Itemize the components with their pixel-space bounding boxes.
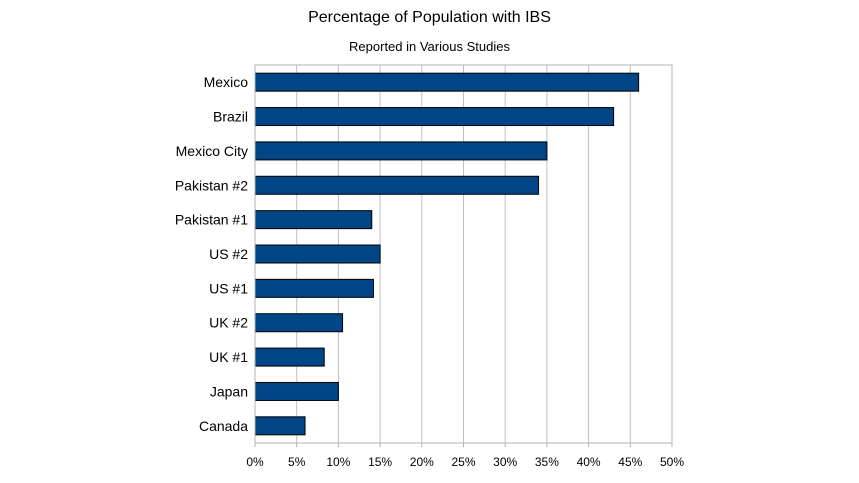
x-tick-label: 5% <box>288 455 306 469</box>
x-axis-tick-labels: 0% 5% 10% 15% 20% 25% 30% 35% 40% 45% 50% <box>246 455 684 469</box>
plot-frame <box>254 64 673 444</box>
grid-lines <box>254 65 673 447</box>
category-label: Pakistan #1 <box>175 212 248 228</box>
x-tick-label: 15% <box>368 455 392 469</box>
bar <box>254 244 381 264</box>
bar <box>254 416 306 436</box>
bar <box>254 278 374 298</box>
bar <box>254 72 640 92</box>
category-label: Mexico City <box>176 143 248 159</box>
bar <box>254 210 373 230</box>
x-tick-label: 20% <box>410 455 434 469</box>
bar <box>254 381 339 401</box>
category-label: US #2 <box>209 246 248 262</box>
bars <box>254 72 640 436</box>
category-label: Brazil <box>213 109 248 125</box>
chart-title: Percentage of Population with IBS <box>308 9 551 26</box>
category-label: UK #1 <box>209 349 248 365</box>
bar <box>254 347 325 367</box>
category-label: Japan <box>210 383 248 399</box>
x-tick-label: 0% <box>246 455 264 469</box>
category-labels: Mexico Brazil Mexico City Pakistan #2 Pakist… <box>175 74 248 434</box>
bar <box>254 141 548 161</box>
bar <box>254 107 615 127</box>
category-label: US #1 <box>209 280 248 296</box>
x-tick-label: 40% <box>577 455 601 469</box>
x-tick-label: 45% <box>618 455 642 469</box>
category-label: Pakistan #2 <box>175 177 248 193</box>
x-tick-label: 35% <box>535 455 559 469</box>
x-tick-label: 10% <box>326 455 350 469</box>
category-label: UK #2 <box>209 315 248 331</box>
bar <box>254 175 540 195</box>
category-label: Canada <box>199 418 248 434</box>
x-tick-label: 50% <box>660 455 684 469</box>
category-label: Mexico <box>204 74 249 90</box>
chart-subtitle: Reported in Various Studies <box>349 39 510 54</box>
x-tick-label: 30% <box>493 455 517 469</box>
bar <box>254 313 344 333</box>
x-tick-label: 25% <box>451 455 475 469</box>
